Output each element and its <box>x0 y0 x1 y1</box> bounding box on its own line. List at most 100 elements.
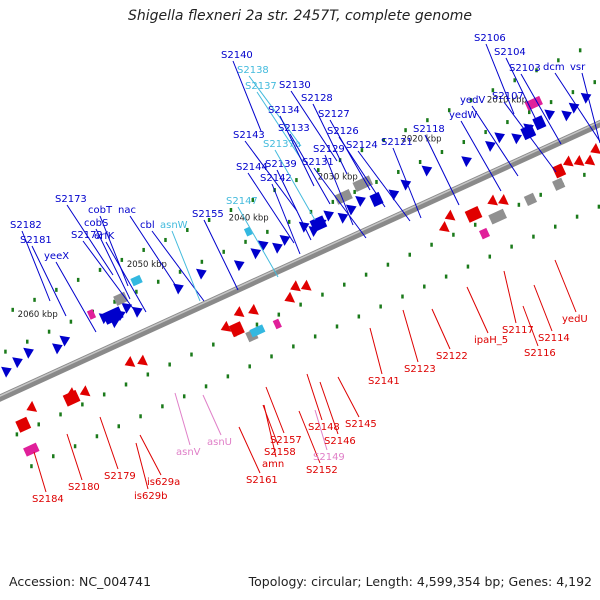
gene-label-reverse: S2161 <box>246 475 278 486</box>
track-tick <box>55 287 58 292</box>
forward-gene-arrow <box>250 248 262 260</box>
track-tick <box>251 198 255 203</box>
forward-gene-arrow <box>561 110 572 122</box>
track-tick <box>178 269 182 274</box>
gene-label-forward: S2129 <box>313 144 345 155</box>
reverse-gene-arrow <box>124 355 136 367</box>
label-leader-line <box>460 120 502 192</box>
track-tick <box>532 234 535 239</box>
forward-gene-block <box>369 191 384 207</box>
scale-tick-label: 2030 kbp <box>318 173 358 183</box>
track-tick <box>102 392 106 397</box>
track-tick <box>557 58 560 63</box>
forward-gene-block <box>102 306 124 325</box>
track-tick <box>452 232 455 237</box>
track-tick <box>484 130 487 135</box>
gene-label-forward: S2133 <box>278 123 310 134</box>
track-tick <box>287 219 291 224</box>
reverse-gene-block <box>62 389 81 407</box>
track-tick <box>15 432 19 437</box>
pink-gene-block <box>86 309 97 320</box>
forward-gene-arrow <box>345 204 357 216</box>
accession-text: Accession: NC_004741 <box>9 574 152 589</box>
gene-label-forward: S2142 <box>260 173 292 184</box>
label-leader-line <box>244 140 298 212</box>
track-tick <box>469 98 473 103</box>
track-tick <box>440 150 444 155</box>
genome-backbone-highlight <box>0 120 600 397</box>
reverse-gene-block <box>552 163 567 179</box>
gene-label-forward: erfK <box>94 231 115 242</box>
gene-label-reverse: is629b <box>134 491 167 502</box>
track-tick <box>535 68 538 73</box>
gene-label-forward: S2124 <box>346 140 378 151</box>
gene-label-reverse: S2180 <box>68 482 100 493</box>
label-leader-line <box>256 91 304 163</box>
gene-label-forward: yedV <box>460 95 485 106</box>
forward-gene-arrow <box>355 195 366 207</box>
gene-label-forward: S2121 <box>381 137 413 148</box>
gene-label-forward: S2103 <box>509 63 541 74</box>
forward-gene-arrow <box>494 132 505 144</box>
track-tick <box>277 312 281 317</box>
label-leader-line <box>99 416 119 470</box>
label-leader-line <box>238 426 261 474</box>
track-tick <box>226 374 230 379</box>
track-tick <box>142 247 145 252</box>
label-leader-line <box>337 376 360 418</box>
trna-block <box>243 226 253 237</box>
track-tick <box>343 282 346 287</box>
label-leader-line <box>554 259 577 313</box>
track-tick <box>426 118 429 123</box>
reverse-gene-arrow <box>498 193 509 205</box>
gene-label-forward: asnW <box>160 220 188 231</box>
track-tick <box>190 352 193 357</box>
label-leader-line <box>324 154 354 226</box>
label-leader-line <box>135 442 149 490</box>
track-tick <box>506 120 509 125</box>
track-tick <box>33 297 36 302</box>
reverse-gene-arrow <box>438 221 450 232</box>
label-leader-line <box>271 183 301 255</box>
gene-label-reverse: S2157 <box>270 435 302 446</box>
label-leader-line <box>174 392 191 446</box>
forward-gene-arrow <box>257 240 269 252</box>
forward-gene-arrow <box>485 140 496 152</box>
track-tick <box>292 344 295 349</box>
gene-label-forward: yedW <box>449 110 477 121</box>
label-leader-line <box>247 172 295 244</box>
label-leader-line <box>338 136 386 208</box>
track-tick <box>37 422 40 427</box>
track-tick <box>248 364 251 369</box>
reverse-gene-arrow <box>284 291 296 303</box>
label-leader-line <box>466 286 489 334</box>
track-tick <box>204 384 208 389</box>
track-tick <box>583 172 586 177</box>
gene-label-reverse: asnV <box>176 447 201 458</box>
label-leader-line <box>202 394 222 436</box>
pink-gene-block <box>479 227 491 240</box>
track-tick <box>375 179 378 184</box>
track-tick <box>517 202 521 207</box>
track-tick <box>95 434 99 439</box>
reverse-gene-block <box>228 321 245 338</box>
forward-gene-arrow <box>388 189 400 201</box>
reverse-gene-arrow <box>220 320 232 332</box>
track-tick <box>510 244 513 249</box>
label-leader-line <box>503 270 517 324</box>
label-leader-line <box>66 433 83 481</box>
pseudogene-block <box>113 291 129 306</box>
label-leader-line <box>82 240 136 312</box>
trna-block <box>130 274 143 287</box>
reverse-gene-arrow <box>248 303 259 315</box>
label-leader-line <box>522 305 539 347</box>
label-leader-line <box>329 119 371 191</box>
gene-label-forward: S2144 <box>236 162 268 173</box>
gene-label-forward: nac <box>118 205 136 216</box>
label-leader-line <box>306 373 323 421</box>
track-tick <box>597 204 600 209</box>
track-tick <box>408 252 411 257</box>
track-tick <box>488 254 492 259</box>
track-tick <box>357 314 361 319</box>
gene-label-forward: S2172 <box>71 230 103 241</box>
